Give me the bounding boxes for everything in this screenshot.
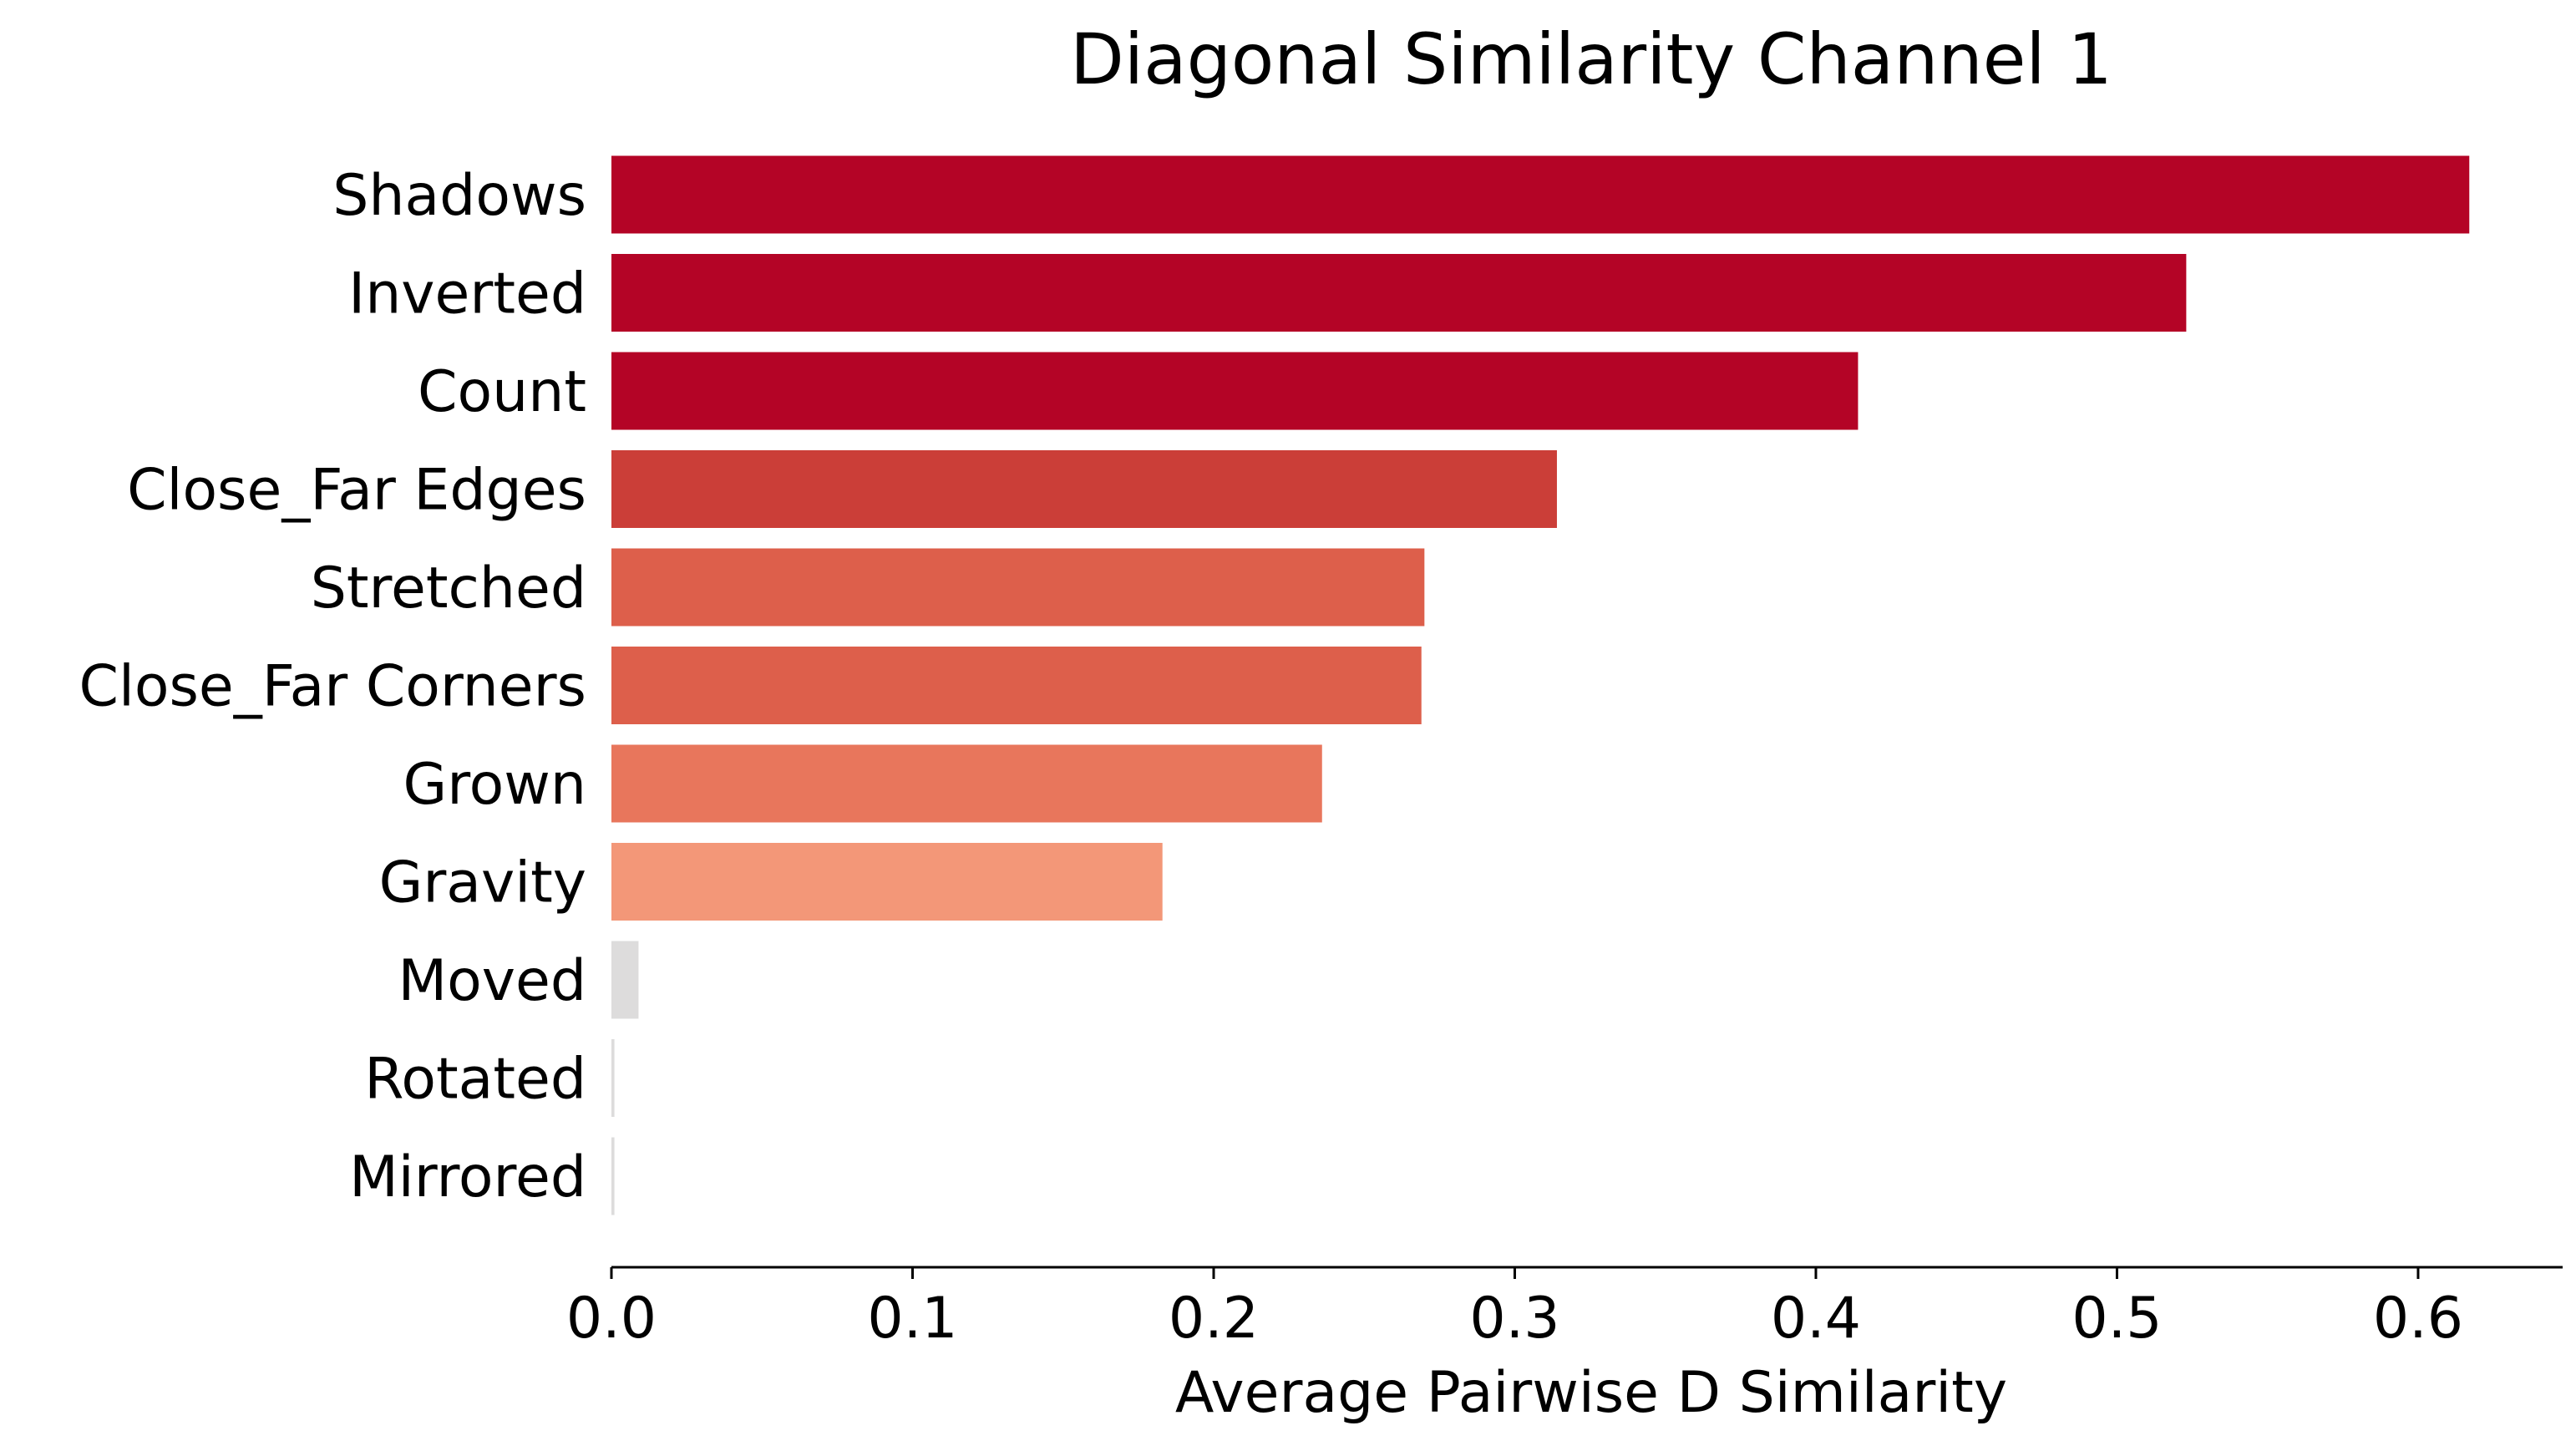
x-tick-label: 0.3 xyxy=(1469,1286,1559,1352)
x-axis-label: Average Pairwise D Similarity xyxy=(1175,1360,2007,1426)
bar-gravity xyxy=(611,843,1163,921)
chart-title: Diagonal Similarity Channel 1 xyxy=(1070,18,2112,100)
x-tick-label: 0.4 xyxy=(1771,1286,1861,1352)
x-tick-label: 0.1 xyxy=(867,1286,957,1352)
bar-mirrored xyxy=(611,1137,615,1215)
bar-count xyxy=(611,352,1858,430)
category-label: Gravity xyxy=(379,850,586,916)
category-label: Shadows xyxy=(332,163,586,229)
category-label: Count xyxy=(418,359,586,425)
bar-close-far-corners xyxy=(611,647,1422,724)
bar-stretched xyxy=(611,548,1425,627)
category-label: Stretched xyxy=(311,556,586,622)
x-tick-label: 0.5 xyxy=(2071,1286,2162,1352)
x-tick-label: 0.6 xyxy=(2373,1286,2463,1352)
bar-moved xyxy=(611,941,639,1019)
category-label: Grown xyxy=(403,752,586,818)
category-label: Rotated xyxy=(364,1047,586,1113)
x-tick-label: 0.2 xyxy=(1169,1286,1259,1352)
category-label: Mirrored xyxy=(349,1144,586,1210)
category-label: Moved xyxy=(398,948,586,1014)
bar-inverted xyxy=(611,254,2187,332)
category-label: Close_Far Edges xyxy=(127,458,586,524)
bar-grown xyxy=(611,744,1322,823)
category-label: Inverted xyxy=(348,261,586,327)
x-tick-label: 0.0 xyxy=(566,1286,657,1352)
bar-rotated xyxy=(611,1039,615,1117)
category-labels: Shadows Inverted Count Close_Far Edges Stret… xyxy=(79,163,586,1210)
bar-shadows xyxy=(611,155,2470,234)
x-ticks: 0.0 0.1 0.2 0.3 0.4 0.5 0.6 xyxy=(566,1267,2463,1352)
bars-group xyxy=(611,155,2470,1215)
category-label: Close_Far Corners xyxy=(79,654,586,720)
bar-close-far-edges xyxy=(611,450,1557,528)
